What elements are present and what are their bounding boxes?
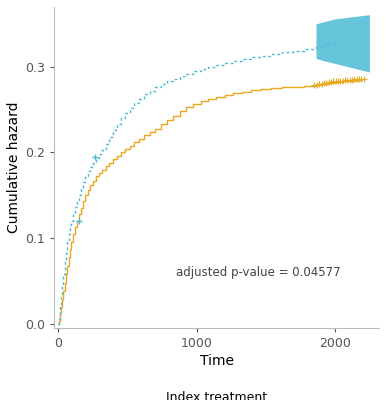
X-axis label: Time: Time <box>200 354 234 368</box>
Legend: CABG, PCI: CABG, PCI <box>146 386 287 400</box>
Y-axis label: Cumulative hazard: Cumulative hazard <box>7 102 21 233</box>
Text: adjusted p-value = 0.04577: adjusted p-value = 0.04577 <box>176 266 341 279</box>
